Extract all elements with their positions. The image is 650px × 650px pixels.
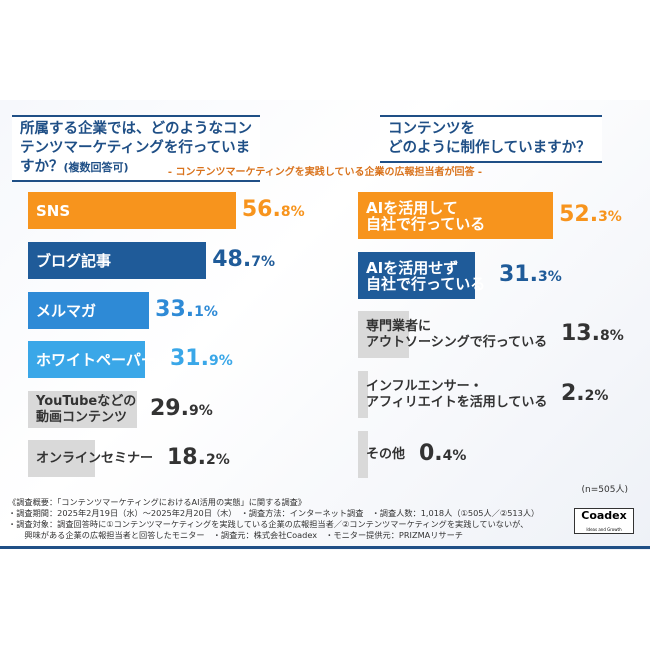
bar: AIを活用して 自社で行っている <box>358 192 554 239</box>
value-label: 13.8% <box>561 320 624 346</box>
bar: メルマガ <box>28 292 150 329</box>
bar: ホワイトペーパー <box>28 341 156 378</box>
sample-size: (n=505人) <box>581 485 628 495</box>
bottom-rule <box>0 546 650 549</box>
bar-label: SNS <box>36 201 71 220</box>
value-label: 56.8% <box>241 196 305 222</box>
bar: AIを活用せず 自社で行っている <box>358 252 485 299</box>
value-label: 18.2% <box>167 444 230 470</box>
bar-label: ブログ記事 <box>36 251 112 270</box>
bar-label: AIを活用して 自社で行っている <box>366 198 486 233</box>
bar-label: メルマガ <box>36 301 97 320</box>
value-label: 0.4% <box>419 440 467 466</box>
value-label: 29.9% <box>150 395 213 421</box>
question-right: コンテンツを どのように制作していますか？ <box>380 115 602 163</box>
value-label: 33.1% <box>155 296 218 322</box>
bar: SNS <box>28 192 236 229</box>
bar: 専門業者に アウトソーシングで行っている <box>358 311 547 358</box>
survey-footer: 《調査概要：「コンテンツマーケティングにおけるAI活用の実態」に関する調査》 ・調… <box>8 497 540 540</box>
coadex-logo: Coadex Ideas and Growth <box>574 508 634 534</box>
subtitle: - コンテンツマーケティングを実践している企業の広報担当者が回答 - <box>167 167 483 178</box>
bar-label: ホワイトペーパー <box>36 350 156 369</box>
bar-label: オンラインセミナー <box>36 450 154 466</box>
value-label: 31.9% <box>170 345 233 371</box>
bar: インフルエンサー・ アフィリエイトを活用している <box>358 371 547 418</box>
bar-label: YouTubeなどの 動画コンテンツ <box>36 393 137 425</box>
bar-label: 専門業者に アウトソーシングで行っている <box>366 318 548 350</box>
bar-label: AIを活用せず 自社で行っている <box>366 258 486 293</box>
bar: YouTubeなどの 動画コンテンツ <box>28 391 138 428</box>
bar-label: その他 <box>366 446 406 462</box>
bar: その他 <box>358 431 405 478</box>
value-label: 2.2% <box>561 380 609 406</box>
value-label: 48.7% <box>212 246 275 272</box>
question-left: 所属する企業では、どのようなコンテンツマーケティングを行っていますか？(複数回答… <box>12 115 260 182</box>
value-label: 31.3% <box>499 261 562 287</box>
bar: ブログ記事 <box>28 242 207 279</box>
bar: オンラインセミナー <box>28 440 153 477</box>
infographic: 所属する企業では、どのようなコンテンツマーケティングを行っていますか？(複数回答… <box>0 100 650 550</box>
bar-label: インフルエンサー・ アフィリエイトを活用している <box>366 378 548 410</box>
value-label: 52.3% <box>559 201 622 227</box>
